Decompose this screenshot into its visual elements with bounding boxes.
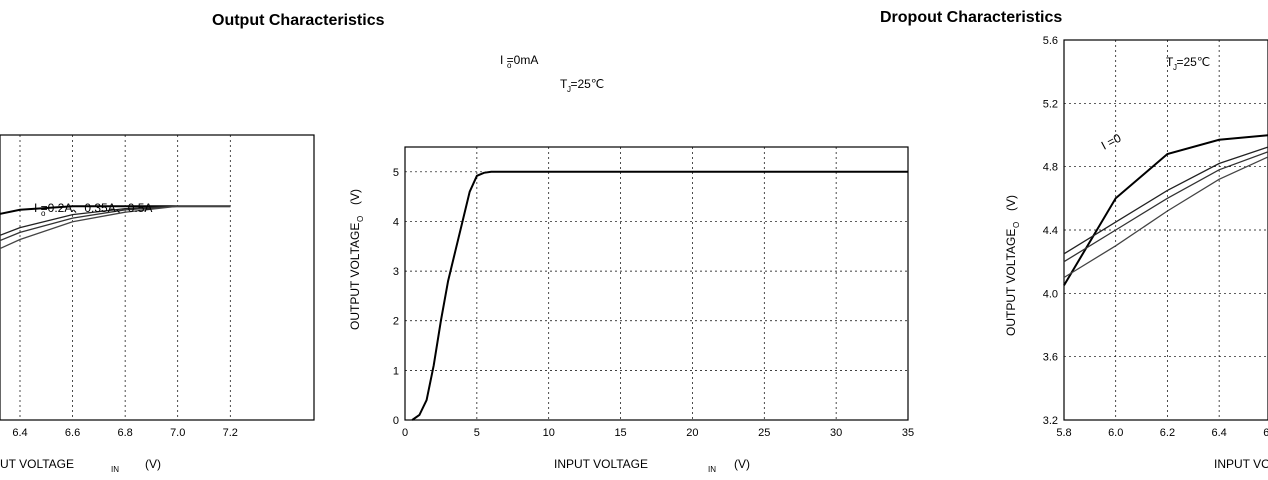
x-tick-label: 15 xyxy=(614,427,626,439)
output-y-axis-label: OUTPUT VOLTAGE xyxy=(348,223,362,330)
y-tick-label: 3.6 xyxy=(1043,352,1058,364)
y-tick-label: 4.4 xyxy=(1043,225,1058,237)
series-line xyxy=(0,205,231,242)
y-tick-label: 4 xyxy=(393,216,399,228)
output-annotation-io-sub: o xyxy=(507,61,512,70)
dropout-chart: 5.8 6.0 6.2 6.4 6.6 3.2 3.6 4.0 4.4 4.8 5.2 5.6 T … xyxy=(1004,35,1268,471)
dropout-y-axis-label: OUTPUT VOLTAGE xyxy=(1004,229,1018,336)
output-x-axis-sub: IN xyxy=(708,465,716,474)
series-line xyxy=(0,205,231,236)
x-tick-label: 6.4 xyxy=(12,427,27,439)
output-annotation-io: I =0mA xyxy=(500,53,538,67)
series-line xyxy=(1063,146,1268,255)
x-tick-label: 25 xyxy=(758,427,770,439)
output-annotation-tj: T =25℃ xyxy=(560,77,604,91)
series-line xyxy=(1063,134,1268,286)
dropout-annotation-tj-sub: J xyxy=(1173,63,1177,72)
fragment-plot-frame xyxy=(0,134,315,421)
x-tick-label: 7.2 xyxy=(223,427,238,439)
fragment-x-axis-sub: IN xyxy=(111,465,119,474)
x-tick-label: 5 xyxy=(474,427,480,439)
y-tick-label: 5.6 xyxy=(1043,35,1058,47)
y-tick-label: 5.2 xyxy=(1043,98,1058,110)
x-tick-label: 5.8 xyxy=(1056,427,1071,439)
fragment-annotation-io-sub: o xyxy=(41,209,46,218)
y-tick-label: 4.8 xyxy=(1043,162,1058,174)
series-line xyxy=(411,170,908,421)
series-line xyxy=(1063,156,1268,279)
x-tick-label: 30 xyxy=(830,427,842,439)
x-tick-label: 0 xyxy=(402,427,408,439)
output-x-axis-label: INPUT VOLTAGE xyxy=(554,457,648,471)
output-plot-frame xyxy=(404,146,909,421)
x-tick-label: 20 xyxy=(686,427,698,439)
output-annotation-tj-sub: J xyxy=(567,85,571,94)
dropout-y-axis-unit: (V) xyxy=(1004,195,1018,211)
x-tick-label: 6.4 xyxy=(1211,427,1226,439)
x-tick-label: 35 xyxy=(902,427,914,439)
dropout-y-axis-sub: O xyxy=(1012,222,1021,228)
fragment-x-axis-unit: (V) xyxy=(145,457,161,471)
y-tick-label: 1 xyxy=(393,365,399,377)
y-tick-label: 2 xyxy=(393,316,399,328)
output-y-axis-sub: O xyxy=(356,216,365,222)
dropout-annotation-io-zero: I =0 xyxy=(1099,131,1124,153)
y-tick-label: 4.0 xyxy=(1043,288,1058,300)
series-line xyxy=(0,205,231,215)
x-tick-label: 7.0 xyxy=(170,427,185,439)
y-tick-label: 0 xyxy=(393,415,399,427)
output-x-axis-unit: (V) xyxy=(734,457,750,471)
x-tick-label: 10 xyxy=(543,427,555,439)
y-tick-label: 3 xyxy=(393,266,399,278)
dropout-x-axis-label: INPUT VOLTAGE xyxy=(1214,457,1268,471)
dropout-chart-fragment: 6.4 6.6 6.8 7.0 7.2 I =0.2A、0.35A、0.5A o INP… xyxy=(0,134,315,474)
x-tick-label: 6.8 xyxy=(117,427,132,439)
x-tick-label: 6.2 xyxy=(1160,427,1175,439)
x-tick-label: 6.0 xyxy=(1108,427,1123,439)
fragment-x-axis-label: INPUT VOLTAGE xyxy=(0,457,74,471)
fragment-annotation-io: I =0.2A、0.35A、0.5A xyxy=(34,201,152,215)
dropout-annotation-tj: T =25℃ xyxy=(1166,55,1210,69)
series-line xyxy=(0,205,231,250)
y-tick-label: 5 xyxy=(393,167,399,179)
output-chart-title: Output Characteristics xyxy=(212,12,385,29)
series-line xyxy=(1063,151,1268,263)
x-tick-label: 6.6 xyxy=(65,427,80,439)
output-y-axis-unit: (V) xyxy=(348,189,362,205)
y-tick-label: 3.2 xyxy=(1043,415,1058,427)
x-tick-label: 6.6 xyxy=(1263,427,1268,439)
dropout-chart-title: Dropout Characteristics xyxy=(880,9,1062,26)
